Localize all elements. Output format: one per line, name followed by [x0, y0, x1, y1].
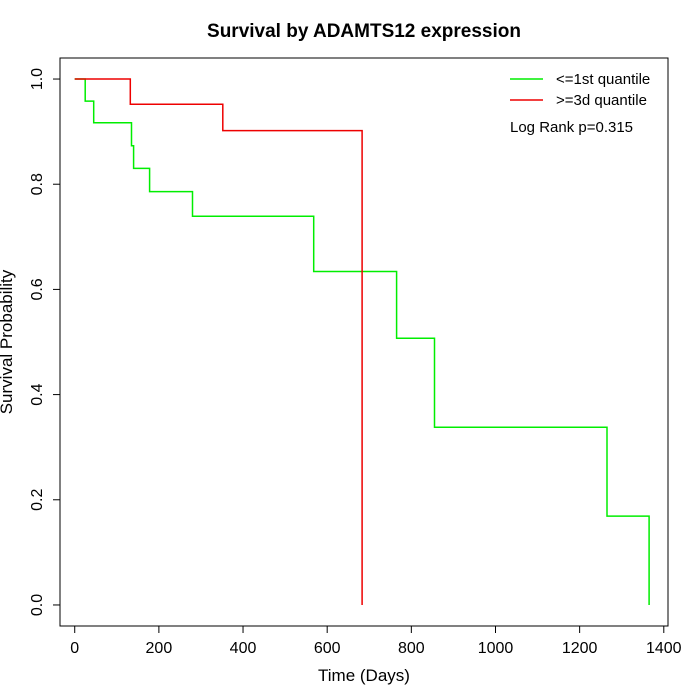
- chart-title: Survival by ADAMTS12 expression: [207, 21, 521, 42]
- log-rank-annotation: Log Rank p=0.315: [510, 119, 633, 136]
- y-axis-label: Survival Probability: [0, 269, 16, 414]
- x-tick-label: 1000: [478, 640, 514, 657]
- series-layer: [74, 78, 650, 605]
- legend-label-1: >=3d quantile: [556, 92, 647, 109]
- y-tick-label: 0.2: [29, 489, 46, 511]
- y-tick-label: 0.0: [29, 594, 46, 616]
- y-tick-label: 1.0: [29, 68, 46, 90]
- plot-frame: [59, 57, 669, 627]
- legend: <=1st quantile >=3d quantile: [510, 71, 650, 109]
- x-tick-label: 400: [230, 640, 257, 657]
- x-tick-label: 1200: [562, 640, 598, 657]
- x-tick-label: 200: [146, 640, 173, 657]
- x-tick-label: 600: [314, 640, 341, 657]
- x-tick-label: 0: [70, 640, 79, 657]
- x-tick-label: 800: [398, 640, 425, 657]
- legend-label-0: <=1st quantile: [556, 71, 650, 88]
- x-axis: 0 200 400 600 800 1000 1200 1400: [70, 625, 682, 657]
- y-tick-label: 0.4: [29, 383, 46, 405]
- x-tick-label: 1400: [646, 640, 682, 657]
- series-line-1: [74, 78, 363, 605]
- x-axis-label: Time (Days): [318, 666, 410, 685]
- y-tick-label: 0.6: [29, 278, 46, 300]
- y-axis: 0.0 0.2 0.4 0.6 0.8 1.0: [29, 68, 61, 616]
- y-tick-label: 0.8: [29, 173, 46, 195]
- series-line-0: [74, 78, 650, 605]
